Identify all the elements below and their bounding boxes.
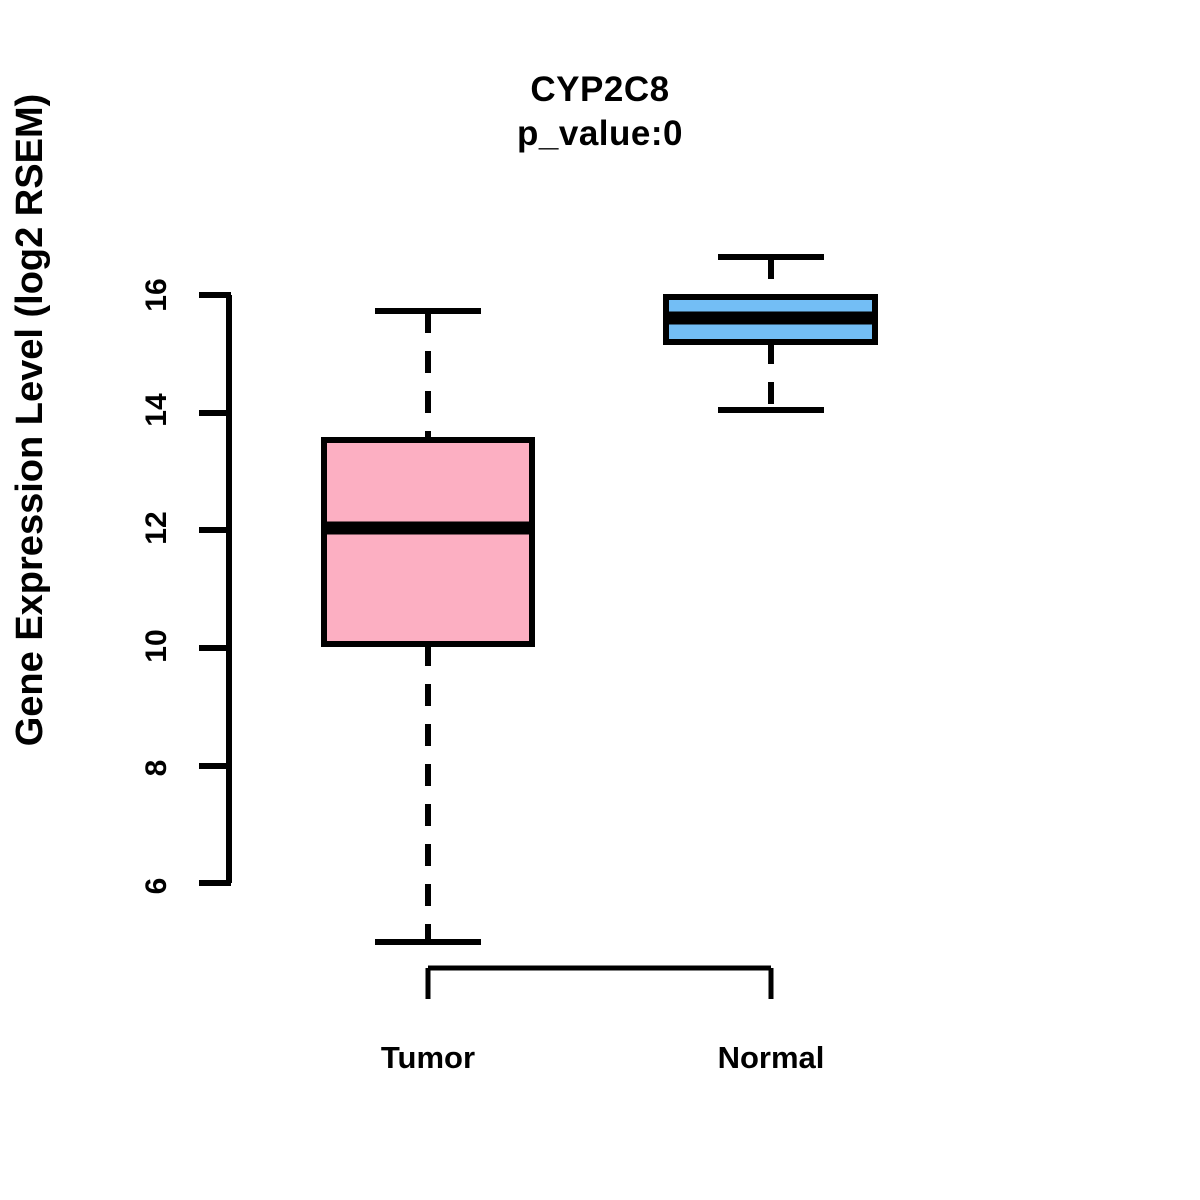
box-normal — [663, 254, 878, 413]
chart-title-block: CYP2C8 p_value:0 — [0, 68, 1200, 156]
box-tumor — [321, 308, 535, 945]
y-axis — [199, 292, 232, 886]
chart-subtitle-pvalue: p_value:0 — [517, 114, 683, 153]
chart-title: CYP2C8 — [530, 70, 670, 109]
x-tick-label-normal: Normal — [717, 1040, 825, 1075]
x-axis — [425, 965, 774, 999]
box-body-tumor — [321, 437, 535, 647]
x-tick-label-tumor: Tumor — [380, 1040, 476, 1075]
